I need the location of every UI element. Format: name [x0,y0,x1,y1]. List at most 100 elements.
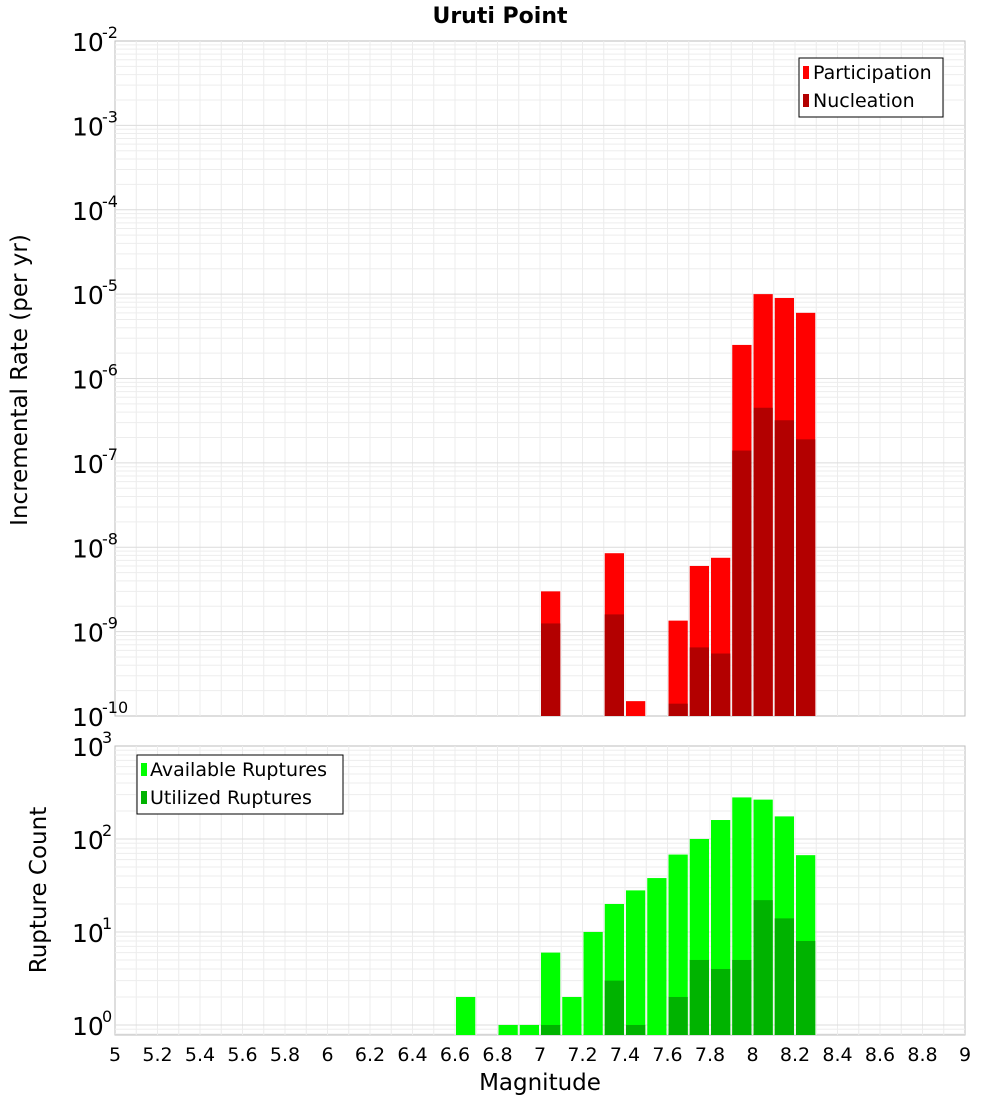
top-bars [541,294,816,716]
x-axis-label: Magnitude [479,1070,601,1096]
top-bar-nucleation [604,614,624,716]
top-y-tick-exponent: -8 [102,529,118,548]
bottom-y-tick-exponent: 2 [102,821,112,840]
x-tick-label: 6.4 [397,1044,427,1066]
top-y-tick-label: 10 [72,28,104,57]
x-tick-label: 6.6 [440,1044,470,1066]
x-tick-label: 5.2 [142,1044,172,1066]
bottom-bar-utilized-ruptures [732,959,752,1035]
legend-label-utilized: Utilized Ruptures [150,787,312,809]
x-tick-label: 5 [109,1044,121,1066]
top-bar-nucleation [732,450,752,716]
top-bar-nucleation [541,623,561,716]
top-bar-nucleation [689,647,709,716]
legend-swatch-available [141,763,147,776]
top-grid [115,41,965,716]
x-ticks: 5 5.2 5.4 5.6 5.8 6 6.2 6.4 6.6 6.8 7 7.2 7.4 7.6 7.8 8… [109,1044,971,1066]
x-tick-label: 6.2 [355,1044,385,1066]
x-tick-label: 6.8 [482,1044,512,1066]
top-bar-participation [668,620,688,716]
top-legend-box [798,57,944,118]
bottom-bar-available-ruptures [456,996,476,1035]
x-tick-label: 9 [959,1044,971,1066]
bottom-bar-available-ruptures [583,931,603,1035]
x-tick-label: 5.6 [227,1044,257,1066]
bottom-bar-utilized-ruptures [626,1024,646,1035]
top-y-tick-label: 10 [72,281,104,310]
top-y-tick-label: 10 [72,450,104,479]
bottom-bar-available-ruptures [519,1024,539,1035]
bottom-y-tick-exponent: 1 [102,914,112,933]
legend-swatch-participation [803,66,809,79]
bottom-y-axis-label: Rupture Count [26,807,52,973]
x-tick-label: 7.6 [652,1044,682,1066]
legend-label-participation: Participation [813,62,932,84]
legend-label-nucleation: Nucleation [813,90,915,112]
top-y-tick-exponent: -3 [102,107,118,126]
bottom-grid [115,746,965,1035]
top-bar-nucleation [774,420,794,716]
x-tick-label: 6 [321,1044,333,1066]
top-y-tick-exponent: -4 [102,192,118,211]
x-tick-label: 7.8 [695,1044,725,1066]
top-y-axis-label: Incremental Rate (per yr) [7,234,33,526]
legend-label-available: Available Ruptures [150,759,327,781]
top-bar-nucleation [668,703,688,716]
x-tick-label: 7 [534,1044,546,1066]
bottom-y-tick-exponent: 3 [102,728,112,747]
bottom-bar-available-ruptures [562,996,582,1035]
bottom-y-tick-label: 10 [72,919,104,948]
bottom-y-tick-label: 10 [72,733,104,762]
top-y-tick-label: 10 [72,366,104,395]
bottom-bar-utilized-ruptures [668,996,688,1035]
bottom-bar-available-ruptures [498,1024,518,1035]
x-tick-label: 8.8 [907,1044,937,1066]
top-y-tick-exponent: -9 [102,614,118,633]
top-bar-participation [626,701,646,716]
bottom-y-tick-label: 10 [72,1012,104,1041]
top-y-tick-label: 10 [72,703,104,732]
x-tick-label: 7.4 [610,1044,640,1066]
bottom-bar-utilized-ruptures [541,1024,561,1035]
bottom-bar-utilized-ruptures [711,968,731,1035]
top-y-tick-exponent: -2 [102,23,118,42]
x-tick-label: 8.4 [822,1044,852,1066]
bottom-y-tick-exponent: 0 [102,1007,112,1026]
x-tick-label: 8.2 [780,1044,810,1066]
x-tick-label: 7.2 [567,1044,597,1066]
bottom-bar-utilized-ruptures [774,918,794,1035]
bottom-bar-utilized-ruptures [753,900,773,1035]
top-legend: Participation Nucleation [798,57,944,118]
x-tick-label: 8 [746,1044,758,1066]
bottom-bar-available-ruptures [626,890,646,1035]
bottom-bar-available-ruptures [647,878,667,1035]
bottom-bar-utilized-ruptures [689,959,709,1035]
top-bar-nucleation [753,407,773,716]
top-y-tick-label: 10 [72,619,104,648]
chart-title: Uruti Point [432,4,568,29]
top-y-tick-exponent: -10 [102,698,128,717]
bottom-y-tick-label: 10 [72,826,104,855]
x-tick-label: 5.8 [270,1044,300,1066]
bottom-bar-utilized-ruptures [796,940,816,1035]
bottom-bar-utilized-ruptures [604,980,624,1035]
x-tick-label: 5.4 [185,1044,215,1066]
top-y-tick-exponent: -5 [102,276,118,295]
top-y-tick-label: 10 [72,112,104,141]
legend-swatch-nucleation [803,94,809,107]
top-y-tick-exponent: -7 [102,445,118,464]
top-y-tick-label: 10 [72,197,104,226]
top-bar-nucleation [796,439,816,716]
legend-swatch-utilized [141,791,147,804]
bottom-bars [456,797,816,1035]
bottom-bar-available-ruptures [668,854,688,1035]
top-y-tick-exponent: -6 [102,361,118,380]
top-bar-nucleation [711,653,731,716]
bottom-legend-box [136,754,344,815]
x-tick-label: 8.6 [865,1044,895,1066]
